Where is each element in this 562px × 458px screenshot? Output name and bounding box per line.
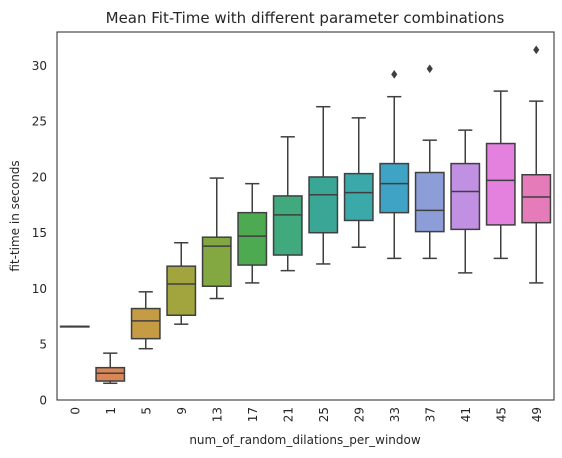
box-group: [379, 69, 410, 260]
iqr-box: [237, 211, 268, 266]
iqr-box: [166, 265, 197, 316]
box-group: [521, 45, 552, 284]
y-axis-label: fit-time in seconds: [8, 160, 22, 271]
y-tick-label: 15: [32, 226, 47, 240]
y-tick-label: 30: [32, 59, 47, 73]
iqr-box: [379, 162, 410, 214]
iqr-box: [272, 195, 303, 256]
outlier-marker: [533, 45, 540, 55]
y-tick-label: 0: [39, 394, 47, 408]
box-group: [343, 117, 374, 248]
y-axis-ticks: 0 5 10 15 20 25 30: [32, 59, 47, 408]
x-tick-label: 25: [317, 407, 331, 422]
x-tick-label: 45: [494, 407, 508, 422]
y-tick-label: 25: [32, 115, 47, 129]
x-axis-label: num_of_random_dilations_per_window: [189, 433, 421, 447]
box-group: [308, 105, 339, 265]
x-tick-label: 37: [423, 407, 437, 422]
y-tick-label: 5: [39, 338, 47, 352]
box-group: [414, 64, 445, 260]
iqr-box: [130, 307, 161, 340]
outlier-marker: [426, 64, 433, 74]
box-group: [95, 352, 126, 385]
iqr-box: [450, 162, 481, 231]
x-tick-label: 5: [139, 407, 153, 415]
box-group: [450, 129, 481, 274]
x-axis-ticks: 0 1 5 9 13 17 21 25 29 33 37 41 45 49: [68, 407, 544, 422]
iqr-box: [521, 173, 552, 224]
x-tick-label: 29: [352, 407, 366, 422]
box-group: [485, 90, 516, 260]
x-tick-label: 0: [68, 407, 82, 415]
box-group: [166, 242, 197, 325]
iqr-box: [308, 176, 339, 234]
box-group: [201, 177, 232, 300]
plot-area-frame: [56, 31, 555, 401]
iqr-box: [485, 142, 516, 226]
box-group: [237, 182, 268, 284]
x-tick-label: 21: [281, 407, 295, 422]
iqr-box: [95, 366, 126, 382]
x-tick-label: 41: [459, 407, 473, 422]
x-tick-label: 13: [210, 407, 224, 422]
x-tick-label: 1: [104, 407, 118, 415]
y-tick-label: 10: [32, 282, 47, 296]
x-tick-label: 49: [530, 407, 544, 422]
x-tick-label: 9: [175, 407, 189, 415]
chart-title: Mean Fit-Time with different parameter c…: [106, 9, 505, 27]
box-series: [59, 45, 552, 385]
outlier-marker: [391, 69, 398, 79]
y-tick-label: 20: [32, 170, 47, 184]
box-group: [130, 291, 161, 350]
x-tick-label: 33: [388, 407, 402, 422]
x-tick-label: 17: [246, 407, 260, 422]
iqr-box: [414, 171, 445, 233]
iqr-box: [343, 172, 374, 222]
box-group: [272, 136, 303, 272]
box-group: [59, 325, 90, 328]
iqr-box: [201, 236, 232, 288]
